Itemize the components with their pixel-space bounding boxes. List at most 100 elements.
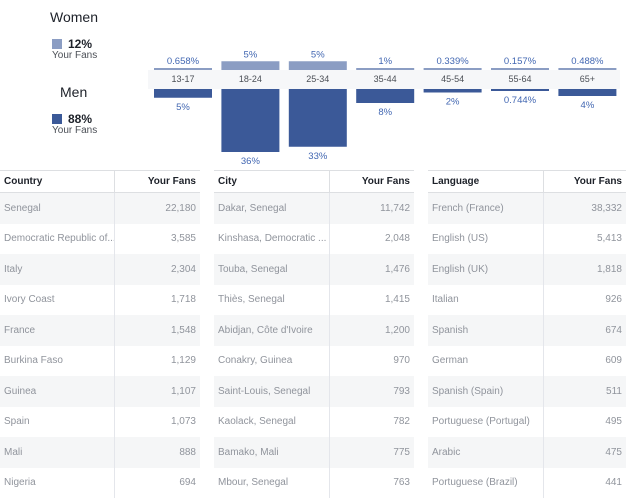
table-row: Dakar, Senegal 11,742 (214, 193, 414, 224)
table-row: Conakry, Guinea 970 (214, 345, 414, 376)
women-bar-25-34 (288, 61, 347, 70)
table-row: Kaolack, Senegal 782 (214, 406, 414, 437)
women-legend-percent-row: 12% (52, 37, 92, 51)
age-label-55-64: 55-64 (508, 74, 531, 84)
row-fans-cell: 1,129 (114, 345, 200, 376)
women-legend-title: Women (50, 9, 98, 25)
row-fans-cell: 926 (543, 284, 626, 315)
women-value-25-34: 5% (311, 49, 325, 60)
row-fans-cell: 1,548 (114, 315, 200, 346)
row-name-cell: Arabic (432, 446, 461, 458)
table-row: Italian 926 (428, 284, 626, 315)
age-label-45-54: 45-54 (441, 74, 464, 84)
row-name-cell: Mbour, Senegal (218, 477, 289, 489)
row-fans-cell: 782 (329, 406, 414, 437)
men-value-65+: 4% (581, 100, 595, 111)
row-name-cell: Senegal (4, 202, 41, 214)
men-value-35-44: 8% (378, 107, 392, 118)
age-label-13-17: 13-17 (171, 74, 194, 84)
row-name-cell: Spanish (432, 324, 469, 336)
women-your-fans-label: Your Fans (52, 50, 98, 61)
row-name-cell: Italy (4, 263, 23, 275)
men-bar-65+ (558, 89, 617, 96)
table-row: German 609 (428, 345, 626, 376)
age-label-65+: 65+ (580, 74, 595, 84)
row-name-cell: English (UK) (432, 263, 489, 275)
table-row: Burkina Faso 1,129 (0, 345, 200, 376)
row-name-cell: German (432, 355, 469, 367)
women-bar-13-17 (154, 68, 212, 70)
row-fans-cell: 3,585 (114, 223, 200, 254)
women-percent: 12% (68, 37, 93, 51)
row-name-cell: Abidjan, Côte d'Ivoire (218, 324, 313, 336)
men-bar-18-24 (221, 89, 280, 152)
row-fans-cell: 5,413 (543, 223, 626, 254)
city-table: City Your Fans Dakar, Senegal 11,742 Kinshas… (214, 170, 414, 498)
women-value-35-44: 1% (378, 56, 392, 67)
table-row: Mbour, Senegal 763 (214, 467, 414, 498)
men-value-18-24: 36% (241, 156, 261, 167)
table-row: Spanish (Spain) 511 (428, 376, 626, 407)
column-header-your-fans[interactable]: Your Fans (114, 171, 200, 192)
table-row: Arabic 475 (428, 437, 626, 468)
column-header-name[interactable]: Country (4, 176, 43, 187)
table-row: Guinea 1,107 (0, 376, 200, 407)
age-band (148, 70, 620, 89)
men-percent: 88% (68, 112, 93, 126)
women-value-18-24: 5% (244, 49, 258, 60)
row-name-cell: French (France) (432, 202, 504, 214)
men-bar-13-17 (154, 89, 212, 98)
women-bar-55-64 (491, 68, 549, 70)
row-name-cell: Mali (4, 446, 23, 458)
row-fans-cell: 475 (543, 437, 626, 468)
row-fans-cell: 775 (329, 437, 414, 468)
row-fans-cell: 38,332 (543, 193, 626, 224)
column-header-your-fans[interactable]: Your Fans (329, 171, 414, 192)
table-row: English (UK) 1,818 (428, 254, 626, 285)
women-bar-35-44 (356, 68, 415, 70)
row-fans-cell: 609 (543, 345, 626, 376)
column-header-your-fans[interactable]: Your Fans (543, 171, 626, 192)
row-fans-cell: 970 (329, 345, 414, 376)
men-your-fans-label: Your Fans (52, 125, 98, 136)
row-fans-cell: 1,476 (329, 254, 414, 285)
men-value-25-34: 33% (308, 151, 328, 162)
row-fans-cell: 1,200 (329, 315, 414, 346)
row-name-cell: Portuguese (Brazil) (432, 477, 518, 489)
row-fans-cell: 888 (114, 437, 200, 468)
table-row: Nigeria 694 (0, 467, 200, 498)
table-row: Touba, Senegal 1,476 (214, 254, 414, 285)
men-bar-45-54 (423, 89, 482, 93)
column-header-name[interactable]: City (218, 176, 237, 187)
row-fans-cell: 441 (543, 467, 626, 498)
row-name-cell: Kinshasa, Democratic ... (218, 233, 327, 245)
row-name-cell: Spanish (Spain) (432, 385, 504, 397)
row-fans-cell: 763 (329, 467, 414, 498)
women-bar-45-54 (423, 68, 482, 70)
row-fans-cell: 694 (114, 467, 200, 498)
women-bar-18-24 (221, 61, 280, 70)
row-fans-cell: 1,073 (114, 406, 200, 437)
men-bar-25-34 (288, 89, 347, 147)
table-row: Italy 2,304 (0, 254, 200, 285)
row-name-cell: Thiès, Senegal (218, 294, 285, 306)
row-name-cell: Conakry, Guinea (218, 355, 293, 367)
women-color-swatch (52, 39, 62, 49)
row-name-cell: English (US) (432, 233, 489, 245)
row-name-cell: Bamako, Mali (218, 446, 279, 458)
table-body: French (France) 38,332 English (US) 5,413 En… (428, 193, 626, 498)
table-row: Mali 888 (0, 437, 200, 468)
women-value-13-17: 0.658% (167, 56, 200, 67)
table-row: Bamako, Mali 775 (214, 437, 414, 468)
table-row: Portuguese (Portugal) 495 (428, 406, 626, 437)
column-header-name[interactable]: Language (432, 176, 480, 187)
row-name-cell: Spain (4, 416, 30, 428)
row-name-cell: Burkina Faso (4, 355, 63, 367)
row-fans-cell: 1,718 (114, 284, 200, 315)
table-row: French (France) 38,332 (428, 193, 626, 224)
row-name-cell: Nigeria (4, 477, 36, 489)
table-row: Saint-Louis, Senegal 793 (214, 376, 414, 407)
table-row: Ivory Coast 1,718 (0, 284, 200, 315)
country-table: Country Your Fans Senegal 22,180 Democratic … (0, 170, 200, 498)
table-row: Abidjan, Côte d'Ivoire 1,200 (214, 315, 414, 346)
